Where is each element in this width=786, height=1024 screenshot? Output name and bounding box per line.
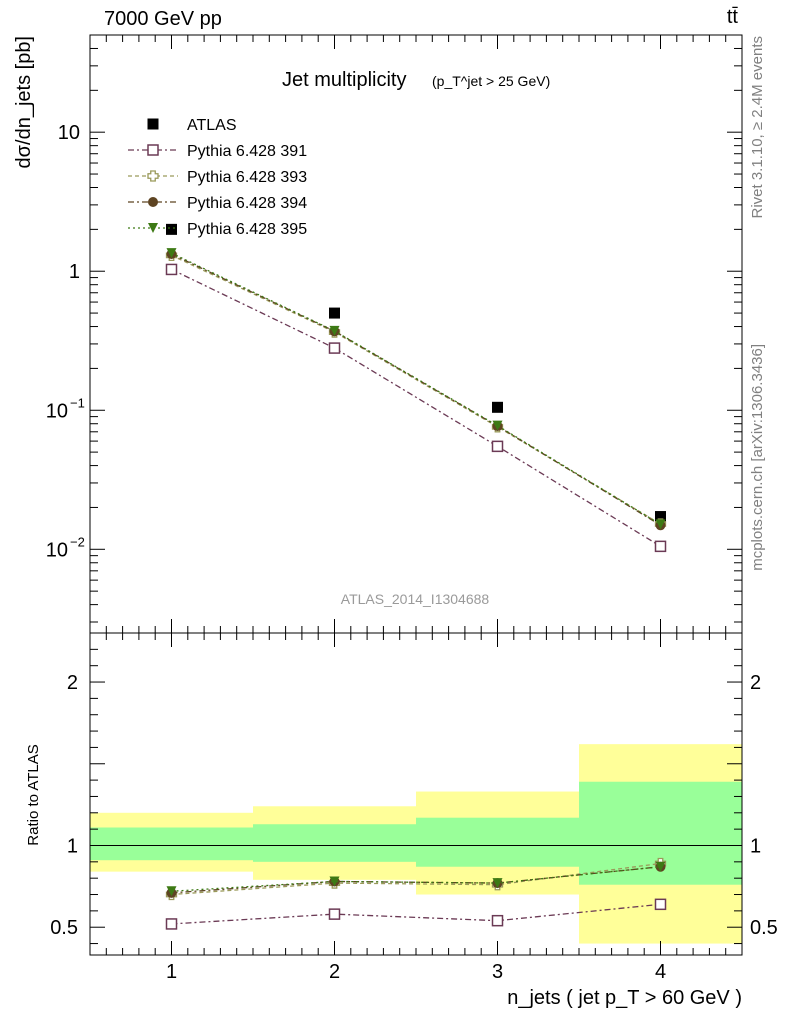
y-axis-label: dσ/dn_jets [pb] (13, 36, 35, 168)
series-pythia-6-428-395 (166, 248, 666, 897)
data-point (328, 908, 341, 920)
ratio-line (171, 862, 661, 896)
data-point (147, 144, 159, 156)
y-tick-label: 10 (58, 122, 80, 144)
chart-title: Jet multiplicity (282, 69, 406, 91)
ratio-y-tick-label-right: 0.5 (750, 917, 778, 939)
band-inner (416, 817, 579, 867)
data-point (655, 511, 666, 523)
series-layer (165, 223, 667, 930)
data-point (492, 878, 503, 889)
legend: ATLAS Pythia 6.428 391 Pythia 6.428 393 Pyt… (128, 117, 307, 238)
y-tick-label: 1 (69, 261, 80, 283)
data-point (147, 170, 159, 182)
legend-label: ATLAS (187, 117, 237, 134)
data-point (492, 401, 503, 413)
data-point (654, 898, 667, 911)
data-point (329, 307, 340, 319)
series-line (171, 252, 661, 525)
ratio-y-tick-label-right: 1 (750, 835, 761, 857)
data-point (491, 914, 504, 927)
data-point (166, 886, 177, 897)
legend-label: Pythia 6.428 395 (187, 221, 307, 238)
ratio-line (171, 866, 661, 892)
data-point (165, 263, 178, 276)
rivet-label: Rivet 3.1.10, ≥ 2.4M events (749, 36, 766, 219)
data-point (148, 197, 158, 207)
series-pythia-6-428-391 (165, 263, 667, 930)
ratio-line (171, 903, 661, 925)
chart-title-cut: (p_T^jet > 25 GeV) (432, 73, 550, 89)
data-point (329, 325, 340, 336)
data-point (655, 861, 666, 872)
data-point (166, 223, 177, 235)
ratio-y-tick-label: 0.5 (50, 917, 78, 939)
process-label: tt̄ (726, 6, 738, 28)
series-line (171, 253, 661, 526)
ratio-axis-label: Ratio to ATLAS (25, 744, 42, 845)
data-point (329, 876, 340, 887)
y-tick-label: 10 (46, 400, 68, 422)
ratio-axes: 1 2 3 4 0.5 0.5 1 1 2 2 (50, 35, 778, 983)
data-point (147, 118, 159, 130)
data-point (654, 540, 667, 553)
y-tick-label: 10 (46, 539, 68, 561)
data-point (655, 519, 666, 530)
ratio-uncertainty-bands (90, 744, 742, 944)
x-tick-label: 1 (166, 961, 177, 983)
data-point (328, 342, 341, 354)
x-tick-label: 3 (492, 961, 503, 983)
ratio-y-tick-label: 2 (67, 672, 78, 694)
labels: Jet multiplicity (p_T^jet > 25 GeV) n_jets… (13, 36, 766, 1009)
data-point (148, 223, 158, 233)
data-point (491, 440, 504, 453)
y-tick-exponent: −1 (70, 395, 85, 410)
legend-label: Pythia 6.428 391 (187, 143, 307, 160)
x-axis-label: n_jets ( jet p_T > 60 GeV ) (507, 987, 742, 1009)
x-tick-label: 2 (329, 961, 340, 983)
band-inner (253, 824, 416, 862)
series-line (171, 254, 661, 525)
legend-label: Pythia 6.428 393 (187, 169, 307, 186)
legend-label: Pythia 6.428 394 (187, 195, 307, 212)
data-point (165, 918, 178, 930)
y-tick-exponent: −2 (70, 534, 85, 549)
analysis-watermark: ATLAS_2014_I1304688 (341, 591, 490, 607)
series-atlas (166, 223, 666, 523)
series-line (171, 268, 661, 547)
ratio-line (171, 866, 661, 894)
ratio-y-tick-label: 1 (67, 835, 78, 857)
mcplots-label: mcplots.cern.ch [arXiv:1306.3436] (749, 344, 766, 571)
energy-label: 7000 GeV pp (104, 8, 222, 30)
data-point (492, 420, 503, 431)
band-inner (90, 827, 253, 861)
x-tick-label: 4 (655, 961, 666, 983)
ratio-y-tick-label-right: 2 (750, 672, 761, 694)
data-point (166, 248, 177, 259)
